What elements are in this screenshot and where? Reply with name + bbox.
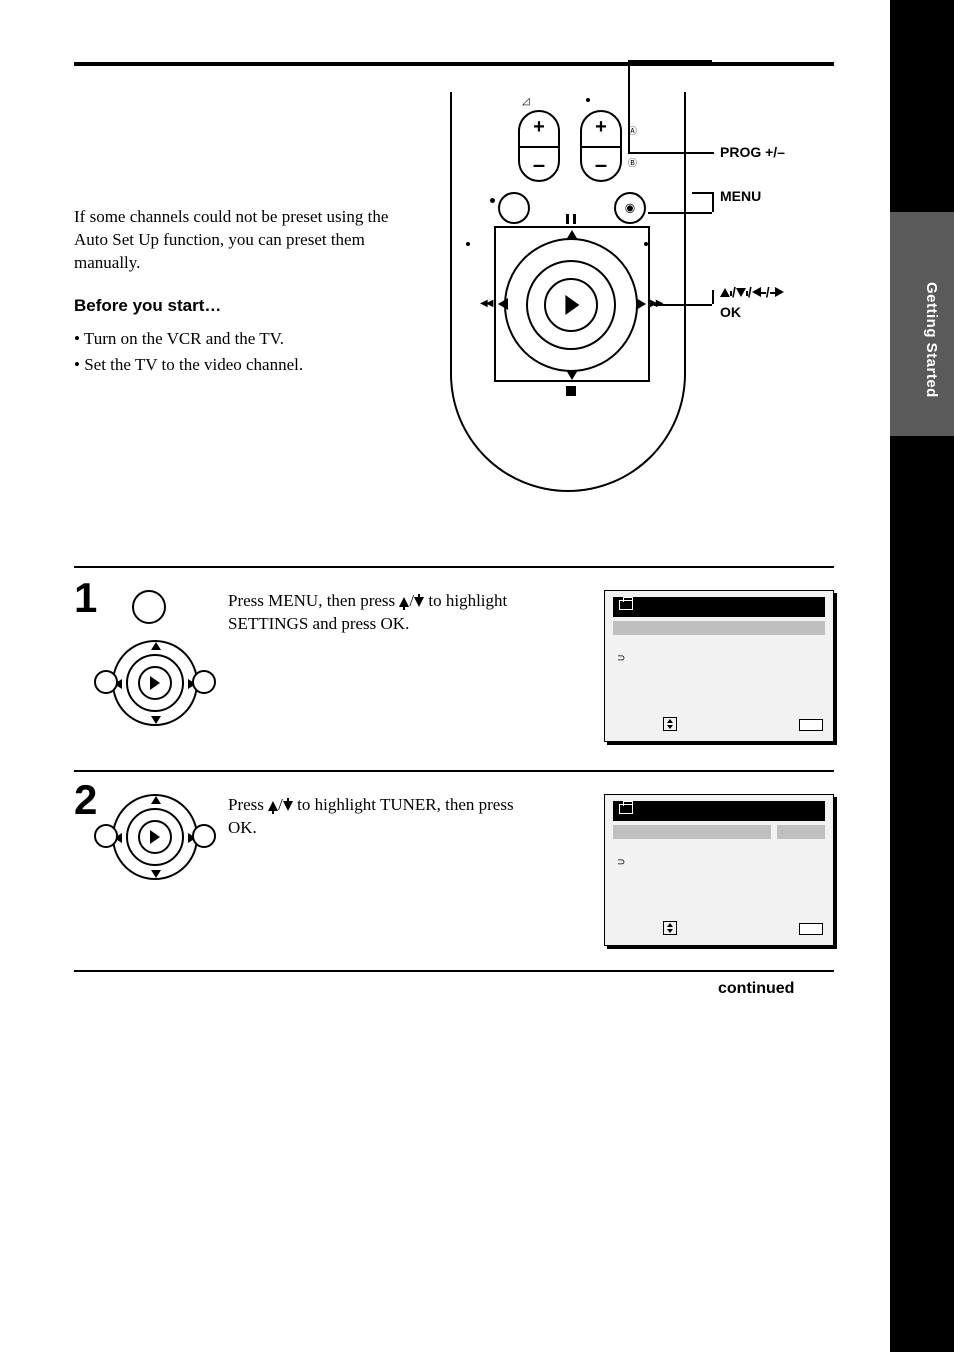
continued-label: continued xyxy=(718,980,794,998)
bullet-item: Turn on the VCR and the TV. xyxy=(74,326,404,352)
pause-icon xyxy=(566,214,576,224)
side-tab-label: Getting Started xyxy=(923,282,940,398)
arrow-up-icon xyxy=(151,796,161,804)
step-text-fragment: Press xyxy=(228,795,268,814)
mini-navpad-icon xyxy=(112,794,198,880)
label-prog: PROG +/– xyxy=(720,144,785,160)
step-rule xyxy=(74,770,834,772)
mute-button-icon xyxy=(498,192,530,224)
tv-ok-box xyxy=(799,719,823,731)
arrow-down-icon xyxy=(151,716,161,724)
before-you-start-heading: Before you start… xyxy=(74,296,221,316)
label-menu: MENU xyxy=(720,188,761,204)
mini-menu-button-icon xyxy=(132,590,166,624)
step-1-text: Press MENU, then press / to highlight SE… xyxy=(228,590,540,636)
tv-updown-icon xyxy=(663,921,677,935)
plus-icon: + xyxy=(533,116,545,139)
bullet-item: Set the TV to the video channel. xyxy=(74,352,404,378)
arrow-down-icon xyxy=(151,870,161,878)
right-black-bar xyxy=(890,0,954,1352)
speaker-dot-icon xyxy=(490,198,495,203)
tv-highlight-value xyxy=(777,825,825,839)
prog-rocker: + – xyxy=(580,110,622,182)
label-line xyxy=(712,290,714,304)
play-icon xyxy=(150,676,160,690)
label-line xyxy=(712,192,714,212)
label-line xyxy=(654,304,712,306)
arrow-right-icon xyxy=(775,287,784,297)
label-line xyxy=(628,152,712,154)
remote-diagram: ◿ + – + – Ⓐ Ⓑ ◉ ◀◀ ▶▶ xyxy=(450,92,686,516)
arrow-down-icon xyxy=(736,288,746,297)
top-rule xyxy=(74,62,834,66)
stop-icon xyxy=(566,386,576,396)
label-line xyxy=(648,212,712,214)
arrow-down-icon xyxy=(566,370,578,380)
prog-letter-b: Ⓑ xyxy=(628,156,637,169)
minus-icon: – xyxy=(533,152,545,178)
tv-highlight-row xyxy=(613,825,771,839)
label-line xyxy=(692,192,712,194)
step-rule xyxy=(74,566,834,568)
step-rule xyxy=(74,970,834,972)
label-ok: OK xyxy=(720,304,741,320)
tv-tab-icon xyxy=(619,804,633,814)
tv-tab-icon xyxy=(619,600,633,610)
play-icon xyxy=(565,295,579,315)
step-number-2: 2 xyxy=(74,776,97,824)
rocker-divider xyxy=(582,146,620,148)
mini-navpad-icon xyxy=(112,640,198,726)
intro-paragraph: If some channels could not be preset usi… xyxy=(74,206,402,275)
tv-screen-mock-2: ⊃ xyxy=(604,794,834,946)
step-text-fragment: Press MENU, then press xyxy=(228,591,399,610)
volume-triangle-icon: ◿ xyxy=(522,96,530,107)
step-2-text: Press / to highlight TUNER, then press O… xyxy=(228,794,540,840)
arrow-left-icon xyxy=(752,287,761,297)
rewind-icon: ◀◀ xyxy=(480,298,491,309)
play-icon xyxy=(150,830,160,844)
prog-dot-icon xyxy=(586,98,590,102)
nav-pad-center xyxy=(544,278,598,332)
rocker-divider xyxy=(520,146,558,148)
arrow-up-icon xyxy=(151,642,161,650)
tv-title-bar xyxy=(613,597,825,617)
label-arrows: /// xyxy=(720,284,784,300)
tv-cursor-icon: ⊃ xyxy=(617,653,625,664)
menu-glyph-icon: ◉ xyxy=(625,201,635,216)
volume-rocker: + – xyxy=(518,110,560,182)
arrow-up-icon xyxy=(720,288,730,297)
label-line xyxy=(628,60,712,62)
arrow-right-icon xyxy=(636,298,646,310)
tv-cursor-icon: ⊃ xyxy=(617,857,625,868)
side-button-icon xyxy=(192,670,216,694)
tv-highlight-row xyxy=(613,621,825,635)
label-line xyxy=(712,152,714,154)
menu-button-icon: ◉ xyxy=(614,192,646,224)
tv-screen-mock-1: ⊃ xyxy=(604,590,834,742)
step-number-1: 1 xyxy=(74,574,97,622)
tv-updown-icon xyxy=(663,717,677,731)
tv-title-bar xyxy=(613,801,825,821)
before-bullet-list: Turn on the VCR and the TV. Set the TV t… xyxy=(74,326,404,379)
side-button-icon xyxy=(192,824,216,848)
arrow-up-icon xyxy=(566,230,578,240)
plus-icon: + xyxy=(595,116,607,139)
label-line xyxy=(628,60,630,152)
arrow-left-icon xyxy=(498,298,508,310)
tv-ok-box xyxy=(799,923,823,935)
side-button-left-icon xyxy=(466,242,470,246)
side-button-icon xyxy=(94,824,118,848)
minus-icon: – xyxy=(595,152,607,178)
side-tab xyxy=(890,212,954,436)
side-button-icon xyxy=(94,670,118,694)
